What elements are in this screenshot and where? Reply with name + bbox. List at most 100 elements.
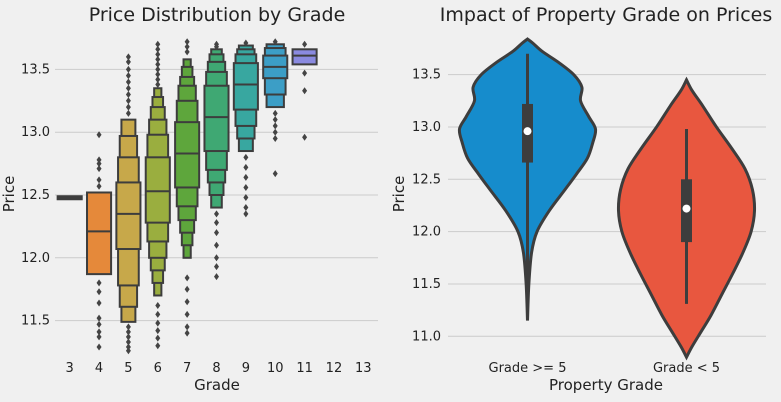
outlier-point xyxy=(155,342,161,350)
outlier-point xyxy=(184,285,190,293)
outlier-point xyxy=(243,163,249,171)
outlier-point xyxy=(96,343,102,351)
outlier-point xyxy=(155,50,161,58)
right-y-ticks: 11.0 11.5 12.0 12.5 13.0 13.5 xyxy=(412,68,441,345)
outlier-point xyxy=(125,347,131,355)
outlier-point xyxy=(243,210,249,218)
boxen-box xyxy=(144,156,171,224)
outlier-point xyxy=(125,333,131,341)
right-y-tick-label: 11.0 xyxy=(412,329,441,344)
boxen-grade-6 xyxy=(144,40,171,350)
outlier-point xyxy=(302,69,308,77)
outlier-point xyxy=(302,133,308,141)
boxen-grade-4 xyxy=(86,131,113,351)
outlier-point xyxy=(96,328,102,336)
violin-median-point xyxy=(523,127,532,136)
boxen-grade-8 xyxy=(203,40,230,281)
boxen-grade-3 xyxy=(56,195,83,201)
left-x-tick-label: 10 xyxy=(267,361,284,376)
outlier-point xyxy=(125,323,131,331)
outlier-point xyxy=(272,170,278,178)
left-x-tick-label: 3 xyxy=(66,361,74,376)
outlier-point xyxy=(155,334,161,342)
left-y-tick-label: 11.5 xyxy=(21,314,50,329)
left-y-axis-label: Price xyxy=(0,176,18,213)
outlier-point xyxy=(243,194,249,202)
outlier-point xyxy=(96,299,102,307)
boxen-grade-10 xyxy=(262,38,289,178)
outlier-point xyxy=(125,58,131,66)
outlier-point xyxy=(184,323,190,331)
violin-grade-low xyxy=(616,76,757,361)
outlier-point xyxy=(155,60,161,68)
boxen-box xyxy=(203,84,230,153)
left-x-tick-label: 4 xyxy=(95,361,103,376)
left-marks xyxy=(56,38,318,355)
outlier-point xyxy=(96,279,102,287)
boxen-grade-7 xyxy=(174,38,201,337)
outlier-point xyxy=(125,78,131,86)
outlier-point xyxy=(125,65,131,73)
outlier-point xyxy=(214,263,219,271)
outlier-point xyxy=(243,204,249,212)
left-x-tick-label: 11 xyxy=(296,361,313,376)
outlier-point xyxy=(214,210,219,218)
outlier-point xyxy=(96,156,102,164)
outlier-point xyxy=(155,45,161,53)
left-y-tick-label: 12.5 xyxy=(21,188,50,203)
right-y-tick-label: 13.0 xyxy=(412,120,441,135)
outlier-point xyxy=(272,38,278,46)
left-x-ticks: 3 4 5 6 7 8 9 10 11 12 13 xyxy=(66,361,372,376)
outlier-point xyxy=(96,288,102,296)
outlier-point xyxy=(214,43,219,51)
outlier-point xyxy=(155,302,161,310)
boxen-box xyxy=(86,191,113,276)
right-y-axis-label: Price xyxy=(390,176,408,213)
outlier-point xyxy=(155,55,161,63)
left-x-tick-label: 12 xyxy=(326,361,343,376)
outlier-point xyxy=(272,134,278,142)
left-y-tick-label: 13.0 xyxy=(21,125,50,140)
outlier-point xyxy=(125,72,131,80)
outlier-point xyxy=(125,109,131,117)
boxen-grade-5 xyxy=(115,53,142,355)
outlier-point xyxy=(243,153,249,161)
boxen-grade-11 xyxy=(291,40,318,141)
outlier-point xyxy=(243,183,249,191)
outlier-point xyxy=(272,128,278,136)
left-x-tick-label: 13 xyxy=(355,361,372,376)
outlier-point xyxy=(96,320,102,328)
outlier-point xyxy=(272,109,278,117)
boxen-box xyxy=(115,181,142,251)
outlier-point xyxy=(214,254,219,262)
left-y-tick-label: 12.0 xyxy=(21,251,50,266)
boxen-box xyxy=(174,121,201,189)
outlier-point xyxy=(96,333,102,341)
outlier-point xyxy=(155,327,161,335)
outlier-point xyxy=(184,38,190,46)
right-marks xyxy=(457,37,757,361)
outlier-point xyxy=(155,75,161,83)
outlier-point xyxy=(302,87,308,95)
outlier-point xyxy=(243,173,249,181)
outlier-point xyxy=(125,53,131,61)
outlier-point xyxy=(155,80,161,88)
right-y-tick-label: 11.5 xyxy=(412,277,441,292)
violin-chart-panel: 11.011.512.012.513.013.5 Grade >= 5 Grade… xyxy=(390,4,772,394)
outlier-point xyxy=(184,329,190,337)
outlier-point xyxy=(243,39,249,47)
left-y-tick-label: 13.5 xyxy=(21,62,50,77)
outlier-point xyxy=(125,343,131,351)
outlier-point xyxy=(272,116,278,124)
outlier-point xyxy=(155,40,161,48)
left-x-tick-label: 6 xyxy=(154,361,162,376)
outlier-point xyxy=(155,65,161,73)
outlier-point xyxy=(96,160,102,168)
outlier-point xyxy=(272,122,278,130)
outlier-point xyxy=(96,314,102,322)
right-chart-title: Impact of Property Grade on Prices xyxy=(440,4,772,26)
outlier-point xyxy=(214,219,219,227)
outlier-point xyxy=(184,274,190,282)
right-x-ticks: Grade >= 5 Grade < 5 xyxy=(489,361,721,376)
